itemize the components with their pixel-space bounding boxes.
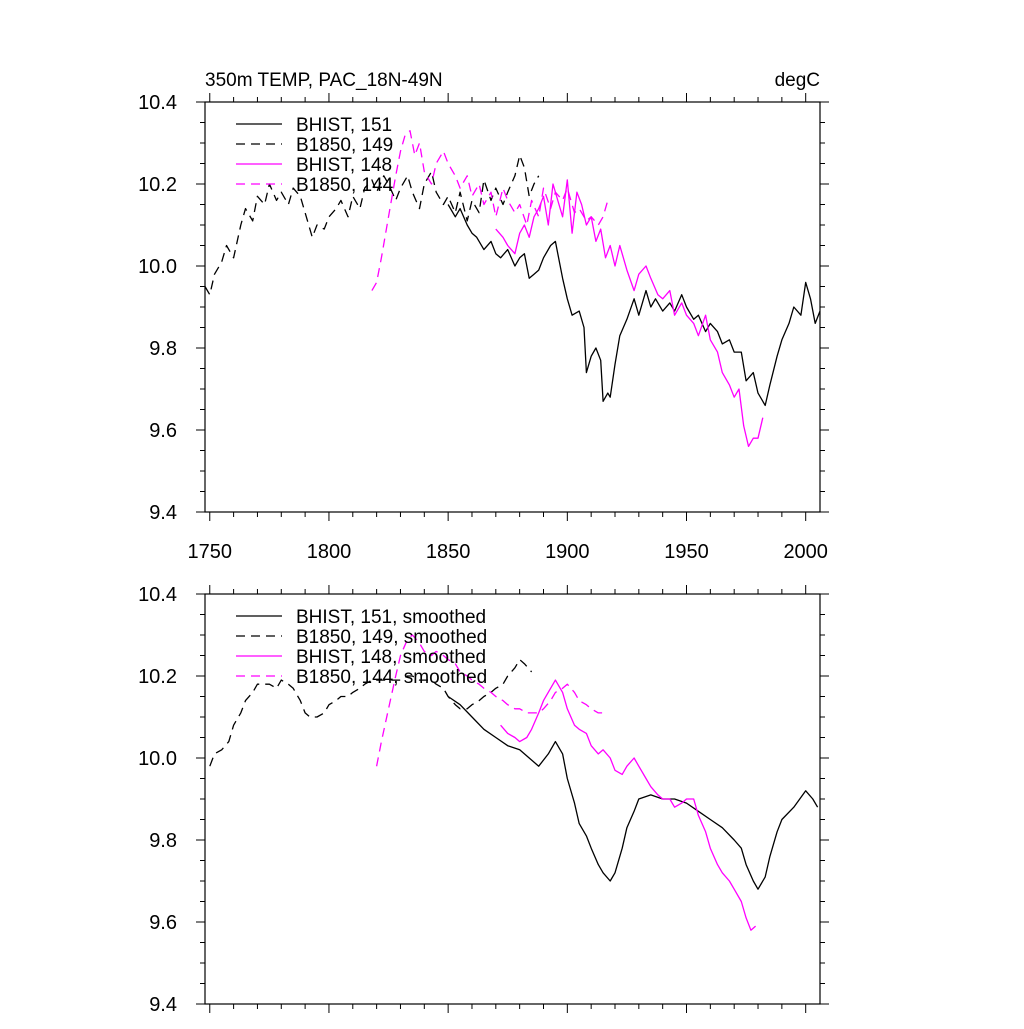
chart-panel-2: 9.4 9.6 9.8 10.0 10.2 10.4 BHIST, 151, smoothe… (138, 584, 829, 1016)
units-label: degC (775, 70, 820, 91)
y-tick-label: 10.0 (138, 748, 177, 770)
x-tick-label: 1900 (545, 541, 590, 563)
chart-title: 350m TEMP, PAC_18N-49N (205, 70, 443, 91)
y-tick-label: 10.2 (138, 174, 177, 196)
series-line-4 (375, 634, 604, 767)
x-tick-label: 1800 (307, 541, 352, 563)
y-tick-label: 9.4 (149, 994, 177, 1016)
y-tick-label: 10.2 (138, 666, 177, 688)
legend-entry: BHIST, 151, smoothed (296, 607, 486, 628)
series-line-1 (447, 204, 821, 407)
y-tick-label: 10.4 (138, 92, 177, 114)
x-tick-label: 1850 (426, 541, 471, 563)
y-tick-label: 9.4 (149, 502, 177, 524)
x-tick-label: 1750 (188, 541, 233, 563)
legend-entry: B1850, 144, smoothed (296, 667, 487, 688)
series-line-2 (204, 154, 540, 296)
chart-panel-1: 9.4 9.6 9.8 10.0 10.2 10.4 1750 1800 1850 1900 195… (138, 70, 829, 563)
legend-entry: B1850, 149, smoothed (296, 627, 487, 648)
legend-entry: BHIST, 148 (296, 155, 392, 176)
y-tick-label: 9.6 (149, 420, 177, 442)
y-tick-label: 10.4 (138, 584, 177, 606)
x-tick-label: 2000 (783, 541, 828, 563)
legend-entry: BHIST, 148, smoothed (296, 647, 486, 668)
y-tick-label: 9.6 (149, 912, 177, 934)
series-line-4 (371, 130, 609, 291)
y-tick-label: 9.8 (149, 338, 177, 360)
legend-entry: BHIST, 151 (296, 115, 392, 136)
series-line-3 (500, 679, 757, 931)
legend-entry: B1850, 144 (296, 175, 394, 196)
y-tick-label: 9.8 (149, 830, 177, 852)
x-tick-label: 1950 (664, 541, 709, 563)
legend-entry: B1850, 149 (296, 135, 393, 156)
series-line-2 (209, 658, 533, 767)
series-line-1 (447, 695, 819, 890)
y-tick-label: 10.0 (138, 256, 177, 278)
